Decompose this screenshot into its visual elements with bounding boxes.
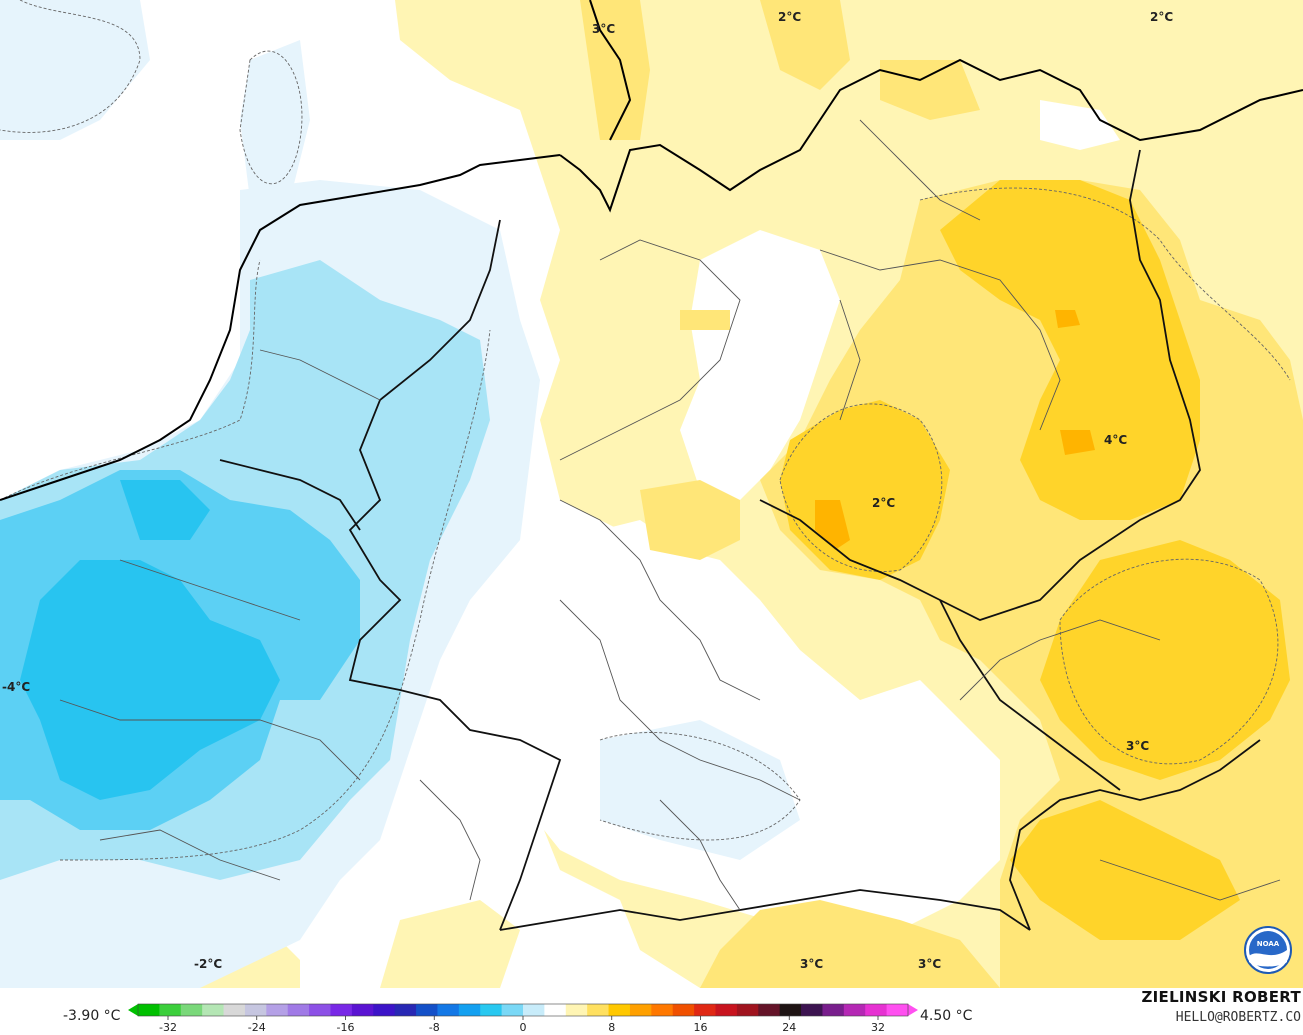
coastline xyxy=(0,0,1303,501)
colorbar-segment xyxy=(266,1004,289,1016)
colorbar-tick-label: 24 xyxy=(782,1021,797,1034)
colorbar-segment xyxy=(394,1004,417,1016)
colorbar-segment xyxy=(138,1004,160,1016)
author-name: ZIELINSKI ROBERT xyxy=(1141,988,1301,1006)
colorbar-max-arrow xyxy=(908,1004,918,1016)
colorbar-segment xyxy=(565,1004,588,1016)
colorbar-tick-label: -24 xyxy=(247,1021,266,1034)
colorbar-segment xyxy=(629,1004,652,1016)
colorbar-segment xyxy=(437,1004,460,1016)
colorbar-tick-label: 32 xyxy=(871,1021,885,1034)
colorbar-segment xyxy=(822,1004,845,1016)
colorbar-segment xyxy=(886,1004,909,1016)
colorbar-tick-label: 8 xyxy=(608,1021,616,1034)
colorbar-segment xyxy=(758,1004,781,1016)
colorbar-segment xyxy=(587,1004,610,1016)
temp-label: 3°C xyxy=(592,22,616,36)
colorbar-segment xyxy=(330,1004,353,1016)
warm-anomaly-hot xyxy=(815,310,1095,550)
colorbar-segment xyxy=(608,1004,631,1016)
colorbar-segment xyxy=(501,1004,524,1016)
colorbar-segment xyxy=(544,1004,567,1016)
temp-label: 3°C xyxy=(800,957,824,971)
temp-label: -4°C xyxy=(2,680,31,694)
temp-label: 3°C xyxy=(918,957,942,971)
colorbar-tick-label: -8 xyxy=(428,1021,440,1034)
colorbar-segment xyxy=(373,1004,396,1016)
regional-borders xyxy=(59,119,1281,911)
min-value-label: -3.90 °C xyxy=(63,1008,121,1024)
warm-anomaly-strong xyxy=(780,180,1290,940)
colorbar-segment xyxy=(244,1004,267,1016)
colorbar-segment xyxy=(672,1004,695,1016)
colorbar-segment xyxy=(801,1004,823,1016)
colorbar-segment xyxy=(523,1004,545,1016)
max-value-label: 4.50 °C xyxy=(920,1008,973,1024)
temp-label: -2°C xyxy=(194,957,223,971)
temperature-anomaly-map: NOAA xyxy=(0,0,1303,988)
colorbar-segment xyxy=(287,1004,310,1016)
colorbar-segment xyxy=(651,1004,674,1016)
svg-text:NOAA: NOAA xyxy=(1257,940,1280,948)
temp-label: 2°C xyxy=(1150,10,1174,24)
colorbar-tick-label: 0 xyxy=(519,1021,527,1034)
colorbar-segment xyxy=(202,1004,225,1016)
colorbar-tick-label: -16 xyxy=(336,1021,355,1034)
colorbar-segment xyxy=(416,1004,438,1016)
colorbar-segment xyxy=(223,1004,246,1016)
colorbar-segment xyxy=(865,1004,888,1016)
country-borders xyxy=(219,149,1261,931)
colorbar-segment xyxy=(480,1004,503,1016)
author-email: HELLO@ROBERTZ.CO xyxy=(1175,1010,1301,1025)
temp-label: 4°C xyxy=(1104,433,1128,447)
colorbar-segment xyxy=(351,1004,374,1016)
colorbar-segment xyxy=(159,1004,182,1016)
colorbar-segment xyxy=(309,1004,331,1016)
temp-label: 3°C xyxy=(1126,739,1150,753)
colorbar-min-arrow xyxy=(128,1004,138,1016)
colorbar-segment xyxy=(736,1004,759,1016)
colorbar-segment xyxy=(715,1004,738,1016)
colorbar-tick-label: -32 xyxy=(159,1021,177,1034)
colorbar-segment xyxy=(779,1004,802,1016)
colorbar-tick-label: 16 xyxy=(693,1021,708,1034)
colorbar-segment xyxy=(458,1004,481,1016)
colorbar-segment xyxy=(843,1004,866,1016)
colorbar xyxy=(128,1003,918,1020)
cold-anomaly-strongest xyxy=(20,480,280,800)
temp-label: 2°C xyxy=(872,496,896,510)
noaa-logo-icon: NOAA xyxy=(1244,926,1292,974)
colorbar-segment xyxy=(694,1004,716,1016)
temp-label: 2°C xyxy=(778,10,802,24)
colorbar-segment xyxy=(180,1004,203,1016)
